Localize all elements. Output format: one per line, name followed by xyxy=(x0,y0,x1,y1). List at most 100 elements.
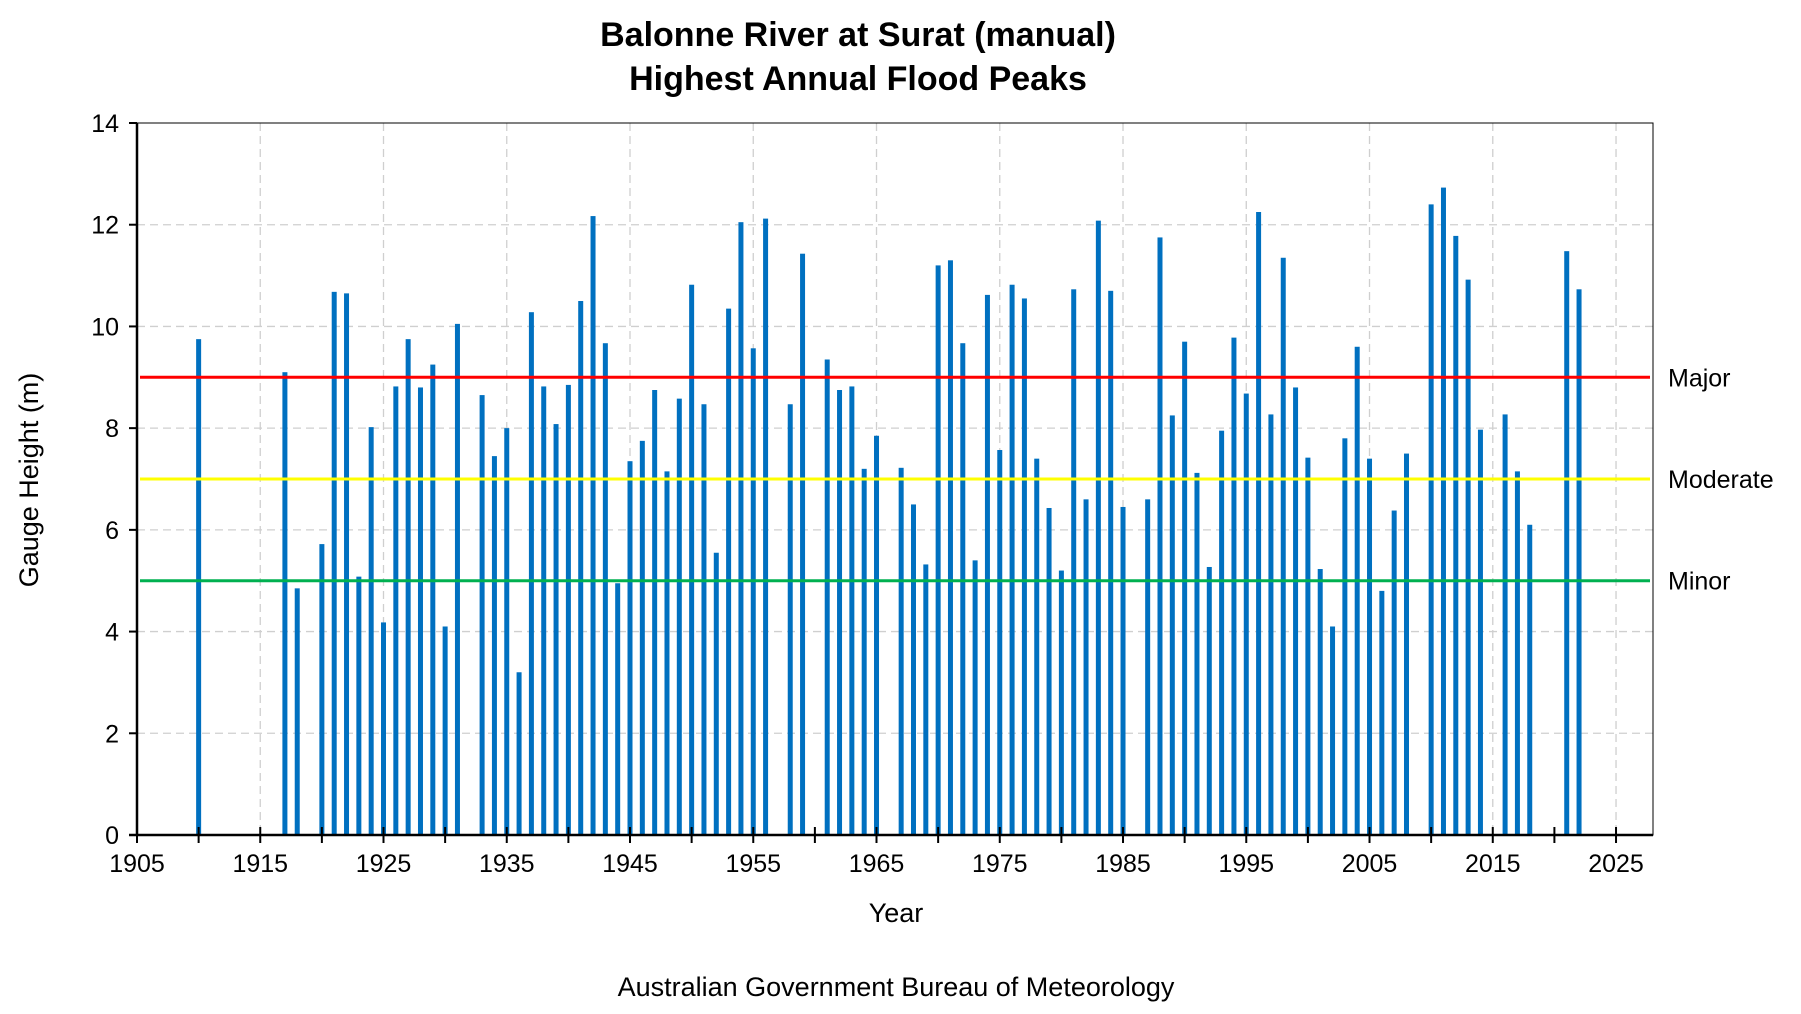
bar-1933 xyxy=(479,395,485,835)
y-tick-label: 12 xyxy=(91,212,119,240)
bar-1929 xyxy=(430,364,436,835)
bar-1983 xyxy=(1095,220,1101,835)
bar-2008 xyxy=(1403,453,1409,835)
bar-1997 xyxy=(1268,414,1274,835)
x-axis-label: Year xyxy=(869,898,924,928)
bar-1946 xyxy=(639,440,645,835)
y-tick-label: 6 xyxy=(105,517,119,545)
x-tick-label: 1905 xyxy=(109,850,165,878)
x-tick-label: 1965 xyxy=(849,850,905,878)
bar-1945 xyxy=(627,461,633,835)
bar-1959 xyxy=(800,253,806,835)
x-tick-label: 2025 xyxy=(1588,850,1644,878)
bar-1921 xyxy=(331,291,337,835)
bar-1970 xyxy=(935,265,941,835)
bar-1998 xyxy=(1280,257,1286,835)
bar-1934 xyxy=(491,456,497,835)
bar-1989 xyxy=(1169,415,1175,835)
x-tick-label: 1925 xyxy=(356,850,412,878)
credit-text: Australian Government Bureau of Meteorol… xyxy=(618,972,1175,1002)
bar-2016 xyxy=(1502,414,1508,835)
bar-1999 xyxy=(1293,387,1299,835)
bar-1994 xyxy=(1231,337,1237,835)
bar-1923 xyxy=(356,576,362,835)
bar-2003 xyxy=(1342,438,1348,835)
bar-1969 xyxy=(923,564,929,835)
bar-1978 xyxy=(1034,458,1040,835)
bar-1922 xyxy=(344,293,350,835)
bar-1948 xyxy=(664,471,670,835)
bar-1984 xyxy=(1108,290,1114,835)
bar-1927 xyxy=(405,339,411,835)
bar-1967 xyxy=(898,467,904,835)
bar-1942 xyxy=(590,216,596,835)
x-tick-label: 1915 xyxy=(232,850,288,878)
y-tick-label: 2 xyxy=(105,720,119,748)
bar-2012 xyxy=(1453,235,1459,836)
threshold-lines: Major Moderate Minor xyxy=(140,364,1774,596)
bar-2002 xyxy=(1330,626,1336,835)
bar-1955 xyxy=(750,348,756,835)
bar-1962 xyxy=(837,390,843,835)
threshold-label-moderate: Moderate xyxy=(1668,466,1774,494)
bar-1981 xyxy=(1071,289,1077,835)
bar-2005 xyxy=(1367,458,1373,835)
bar-1982 xyxy=(1083,499,1089,835)
bar-1935 xyxy=(504,428,510,835)
bar-2007 xyxy=(1391,510,1397,835)
bar-1965 xyxy=(874,435,880,835)
bar-1952 xyxy=(713,552,719,835)
x-tick-label: 1985 xyxy=(1095,850,1151,878)
bar-1941 xyxy=(578,301,584,835)
bar-1937 xyxy=(528,312,534,835)
bar-2017 xyxy=(1514,471,1520,835)
x-ticks: 1905 1915 1925 1935 1945 1955 1965 1975 1985 1995… xyxy=(109,827,1644,878)
bar-2018 xyxy=(1527,524,1533,835)
bar-2004 xyxy=(1354,346,1360,835)
bar-1917 xyxy=(282,372,288,835)
x-tick-label: 1945 xyxy=(602,850,658,878)
bar-1943 xyxy=(602,343,608,835)
bar-1938 xyxy=(541,386,547,835)
threshold-label-major: Major xyxy=(1668,364,1731,392)
x-tick-label: 1975 xyxy=(972,850,1028,878)
bar-1926 xyxy=(393,386,399,835)
bar-1985 xyxy=(1120,506,1126,835)
bar-1973 xyxy=(972,560,978,835)
chart-subtitle: Highest Annual Flood Peaks xyxy=(629,60,1087,98)
bar-1972 xyxy=(960,343,966,835)
bar-2000 xyxy=(1305,457,1311,835)
threshold-label-minor: Minor xyxy=(1668,568,1731,596)
bar-1961 xyxy=(824,359,830,835)
bar-1976 xyxy=(1009,284,1015,835)
bar-2006 xyxy=(1379,590,1385,835)
y-ticks: 0 2 4 6 8 10 12 14 xyxy=(91,110,137,850)
bar-1963 xyxy=(849,386,855,835)
x-tick-label: 1995 xyxy=(1218,850,1274,878)
bar-2010 xyxy=(1428,204,1434,835)
bar-1940 xyxy=(565,384,571,835)
bar-1910 xyxy=(196,339,202,835)
bar-1944 xyxy=(615,583,621,835)
bar-2014 xyxy=(1477,429,1483,835)
bar-1993 xyxy=(1219,430,1225,835)
bar-1964 xyxy=(861,468,867,835)
bar-1936 xyxy=(516,672,522,835)
bar-2013 xyxy=(1465,279,1471,835)
bar-1953 xyxy=(726,308,732,836)
bar-1920 xyxy=(319,544,325,835)
bar-1950 xyxy=(689,284,695,835)
y-tick-label: 10 xyxy=(91,313,119,341)
bar-1951 xyxy=(701,404,707,835)
bar-1918 xyxy=(294,588,300,835)
x-tick-label: 2015 xyxy=(1465,850,1521,878)
bar-2021 xyxy=(1564,251,1570,835)
bar-1954 xyxy=(738,222,744,835)
y-tick-label: 4 xyxy=(105,619,119,647)
bar-1947 xyxy=(652,390,658,835)
bar-1930 xyxy=(442,626,448,835)
bar-1995 xyxy=(1243,393,1249,835)
bars xyxy=(196,187,1582,836)
chart-title: Balonne River at Surat (manual) xyxy=(600,16,1116,54)
